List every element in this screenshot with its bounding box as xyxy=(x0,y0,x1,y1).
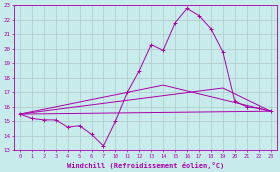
X-axis label: Windchill (Refroidissement éolien,°C): Windchill (Refroidissement éolien,°C) xyxy=(67,162,224,169)
